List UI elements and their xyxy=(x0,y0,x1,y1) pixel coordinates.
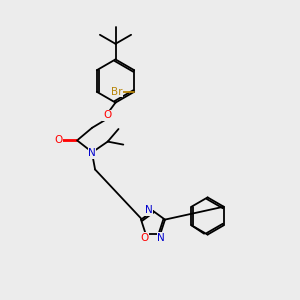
Text: Br: Br xyxy=(111,87,123,97)
Text: O: O xyxy=(103,110,111,120)
Text: N: N xyxy=(145,205,153,215)
Text: O: O xyxy=(54,135,63,146)
Text: O: O xyxy=(140,233,148,243)
Text: N: N xyxy=(158,233,165,243)
Text: N: N xyxy=(88,148,96,158)
